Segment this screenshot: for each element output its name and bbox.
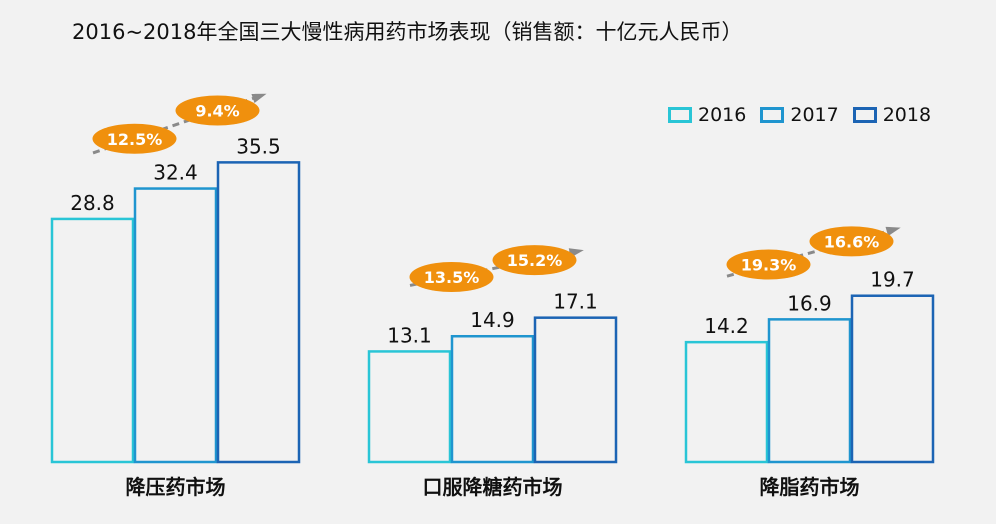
growth-arrow-head-2	[885, 226, 901, 237]
bar-2016-1	[367, 350, 452, 464]
bar-2018-1	[533, 316, 618, 464]
growth-arrow-head-0	[251, 93, 267, 103]
data-label-2018-1: 17.1	[553, 290, 598, 314]
growth-badge-2-0	[726, 249, 811, 280]
data-label-2017-1: 14.9	[470, 308, 515, 332]
data-label-2018-0: 35.5	[236, 134, 281, 158]
bar-2017-0	[133, 187, 218, 464]
legend-swatch-2017	[760, 107, 785, 123]
category-label-2: 降脂药市场	[760, 475, 860, 499]
growth-badge-1-0	[409, 261, 494, 292]
bar-2018-2	[850, 294, 935, 464]
growth-rate-label-2-1: 16.6%	[824, 232, 880, 251]
category-label-0: 降压药市场	[126, 475, 226, 499]
growth-badge-1-1	[492, 245, 577, 276]
data-label-2018-2: 19.7	[870, 268, 915, 292]
growth-badge-2-1	[809, 226, 894, 257]
data-label-2016-0: 28.8	[70, 191, 115, 215]
legend-item-2018: 2018	[852, 104, 932, 126]
legend: 2016 2017 2018	[668, 104, 931, 126]
bar-2016-2	[684, 340, 769, 464]
legend-label-2016: 2016	[698, 104, 747, 126]
legend-label-2018: 2018	[882, 104, 932, 126]
growth-rate-label-0-0: 12.5%	[107, 130, 163, 149]
legend-swatch-2016	[668, 107, 692, 123]
growth-rate-label-1-0: 13.5%	[424, 268, 480, 287]
growth-rate-label-0-1: 9.4%	[195, 102, 239, 121]
bar-2016-0	[50, 217, 135, 464]
data-label-2016-2: 14.2	[704, 314, 749, 338]
legend-item-2016: 2016	[668, 104, 746, 126]
growth-rate-label-2-0: 19.3%	[741, 256, 797, 275]
data-label-2017-2: 16.9	[787, 291, 832, 315]
bar-2018-0	[216, 161, 301, 464]
legend-label-2017: 2017	[790, 104, 839, 126]
growth-rate-label-1-1: 15.2%	[507, 251, 563, 270]
chart-title: 2016~2018年全国三大慢性病用药市场表现（销售额：十亿元人民币）	[72, 20, 743, 44]
bar-2017-1	[450, 334, 535, 464]
bar-2017-2	[767, 318, 852, 464]
legend-item-2017: 2017	[760, 104, 839, 126]
data-label-2016-1: 13.1	[387, 323, 432, 347]
growth-badge-0-0	[92, 123, 177, 154]
data-label-2017-0: 32.4	[153, 161, 198, 185]
category-label-1: 口服降糖药市场	[423, 475, 563, 499]
growth-badge-0-1	[175, 95, 260, 126]
legend-swatch-2018	[852, 107, 877, 123]
